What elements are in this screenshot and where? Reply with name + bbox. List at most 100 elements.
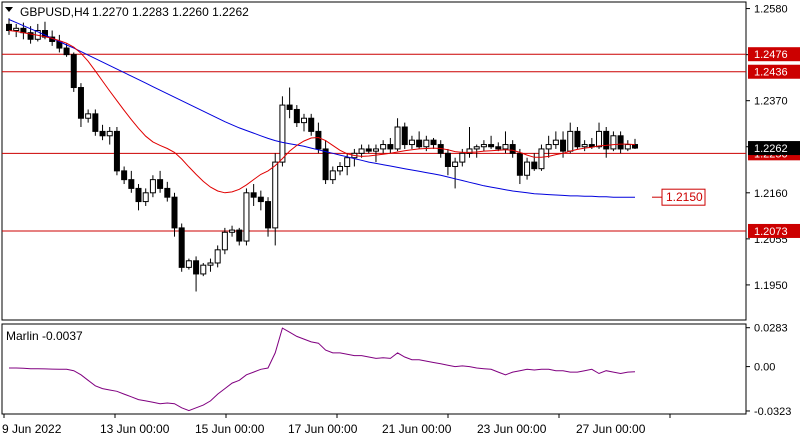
- candle-body: [257, 196, 264, 203]
- candle-body: [495, 146, 502, 150]
- candle-body: [164, 187, 171, 198]
- candle-body: [358, 148, 365, 154]
- candle-body: [365, 148, 372, 152]
- candle-body: [6, 23, 12, 32]
- candle-body: [286, 104, 293, 110]
- candle-body: [92, 113, 99, 132]
- level-price-tag: [748, 223, 800, 238]
- indicator-tick-label: -0.0323: [754, 406, 791, 418]
- dropdown-triangle-icon[interactable]: [5, 7, 13, 12]
- candle-body: [336, 165, 343, 172]
- candle-body: [301, 117, 308, 124]
- candle-body: [516, 152, 523, 176]
- candle-body: [574, 130, 581, 148]
- candle-body: [236, 229, 243, 242]
- price-tick-label: 1.1950: [754, 280, 788, 292]
- candle-body: [322, 148, 329, 181]
- candle-body: [221, 231, 228, 251]
- candle-body: [452, 161, 459, 167]
- candle-body: [624, 144, 631, 150]
- marlin-oscillator-line: [9, 327, 636, 412]
- candle-body: [142, 192, 149, 203]
- candle-body: [408, 139, 415, 146]
- candle-body: [229, 229, 236, 233]
- candle-body: [113, 130, 120, 172]
- candle-body: [27, 32, 34, 40]
- ohlc-readout: 1.2270 1.2283 1.2260 1.2262: [92, 5, 249, 19]
- time-tick-label: 13 Jun 00:00: [100, 422, 170, 436]
- indicator-tick-label: 0.00: [754, 362, 775, 374]
- candle-body: [214, 249, 221, 264]
- time-tick-label: 21 Jun 00:00: [382, 422, 452, 436]
- main-plot[interactable]: 1.2150: [2, 18, 746, 292]
- candle-body: [200, 264, 207, 275]
- time-tick-label: 9 Jun 2022: [2, 422, 62, 436]
- candle-body: [567, 130, 574, 152]
- candle-body: [488, 144, 495, 148]
- candle-body: [632, 144, 638, 149]
- candle-body: [315, 130, 322, 150]
- candle-body: [121, 170, 128, 181]
- candle-body: [502, 144, 509, 150]
- time-axis: 9 Jun 2022 13 Jun 00:00 15 Jun 00:00 17 Jun…: [2, 414, 671, 436]
- candle-body: [185, 260, 192, 268]
- fast-moving-average-line: [8, 30, 636, 194]
- candle-body: [581, 144, 588, 148]
- candle-body: [250, 192, 257, 198]
- candle-body: [509, 144, 516, 154]
- candle-body: [387, 144, 394, 150]
- candle-body: [560, 139, 567, 152]
- target-price-label: 1.2150: [666, 190, 703, 204]
- level-price-label: 1.2476: [754, 49, 788, 61]
- candle-body: [473, 146, 480, 150]
- candle-body: [243, 192, 250, 242]
- candle-body: [617, 135, 624, 150]
- current-price-tag: [748, 141, 800, 156]
- candle-body: [272, 161, 279, 229]
- candle-body: [524, 161, 531, 176]
- time-tick-label: 15 Jun 00:00: [195, 422, 265, 436]
- candle-body: [99, 130, 106, 137]
- level-price-label: 1.2436: [754, 67, 788, 79]
- candle-body: [401, 126, 408, 146]
- candle-body: [149, 179, 156, 194]
- indicator-label: Marlin -0.0037: [6, 329, 83, 343]
- candle-body: [344, 157, 351, 167]
- candle-body: [171, 196, 178, 229]
- symbol-label: GBPUSD,H4: [20, 5, 90, 19]
- candle-body: [466, 148, 473, 154]
- main-panel-frame: [1, 1, 747, 321]
- price-tick-label: 1.2580: [754, 4, 788, 16]
- price-axis: 1.25801.24751.23701.22651.21601.20551.19…: [746, 4, 800, 418]
- candle-body: [423, 139, 430, 148]
- candle-body: [279, 104, 286, 163]
- time-tick-label: 27 Jun 00:00: [576, 422, 646, 436]
- candle-body: [85, 113, 92, 119]
- candle-body: [135, 187, 142, 203]
- slow-moving-average-line: [8, 19, 635, 198]
- candle-body: [459, 152, 466, 163]
- level-price-label: 1.2073: [754, 226, 788, 238]
- candle-body: [157, 179, 164, 189]
- time-tick-label: 23 Jun 00:00: [477, 422, 547, 436]
- current-price-label: 1.2262: [754, 143, 788, 155]
- time-tick-label: 17 Jun 00:00: [288, 422, 358, 436]
- level-price-tag: [748, 47, 800, 62]
- candle-body: [77, 87, 84, 119]
- candle-body: [193, 260, 200, 275]
- candle-body: [545, 144, 552, 150]
- indicator-plot[interactable]: [9, 327, 636, 412]
- candle-body: [380, 144, 387, 150]
- candle-body: [372, 148, 379, 152]
- candle-body: [207, 262, 214, 266]
- candle-body: [610, 135, 617, 150]
- candle-body: [416, 139, 423, 148]
- candle-body: [70, 54, 77, 89]
- candle-body: [63, 47, 70, 56]
- level-price-tag: [748, 64, 800, 79]
- candle-body: [538, 148, 545, 170]
- candle-body: [430, 139, 437, 146]
- target-price-box: [661, 188, 706, 206]
